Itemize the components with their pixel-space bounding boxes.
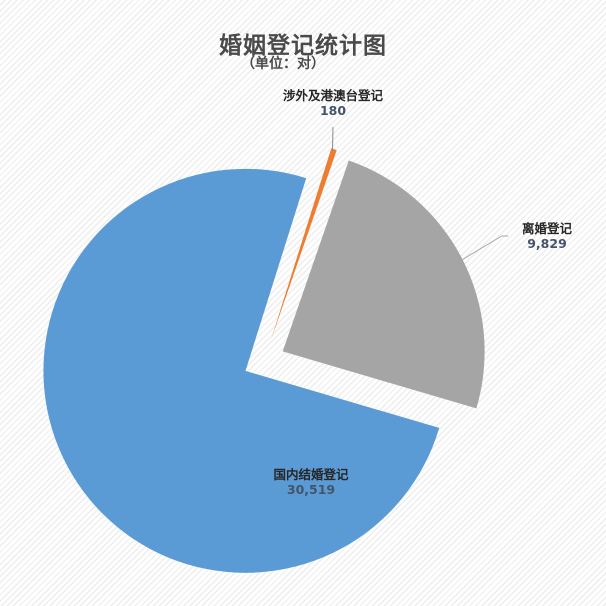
chart-subtitle: （单位：对） bbox=[241, 56, 325, 72]
chart-title: 婚姻登记统计图 bbox=[219, 33, 387, 59]
data-label-foreign-value: 180 bbox=[319, 103, 347, 118]
pie-slice-divorce[interactable] bbox=[282, 160, 485, 409]
data-label-domestic-marriage: 国内结婚登记 30,519 bbox=[273, 467, 348, 497]
data-label-foreign: 涉外及港澳台登记 180 bbox=[283, 88, 383, 118]
data-label-domestic-marriage-name: 国内结婚登记 bbox=[273, 467, 349, 482]
data-label-divorce: 离婚登记 9,829 bbox=[522, 221, 572, 251]
pie-slice-domestic-marriage[interactable] bbox=[43, 168, 440, 573]
leader-line-foreign bbox=[332, 126, 334, 152]
data-label-divorce-value: 9,829 bbox=[527, 236, 567, 251]
data-label-divorce-name: 离婚登记 bbox=[521, 221, 573, 236]
data-label-foreign-name: 涉外及港澳台登记 bbox=[282, 88, 384, 103]
leader-line-divorce bbox=[461, 235, 509, 261]
pie-slice-foreign[interactable] bbox=[270, 148, 337, 342]
data-label-domestic-marriage-value: 30,519 bbox=[286, 482, 336, 497]
